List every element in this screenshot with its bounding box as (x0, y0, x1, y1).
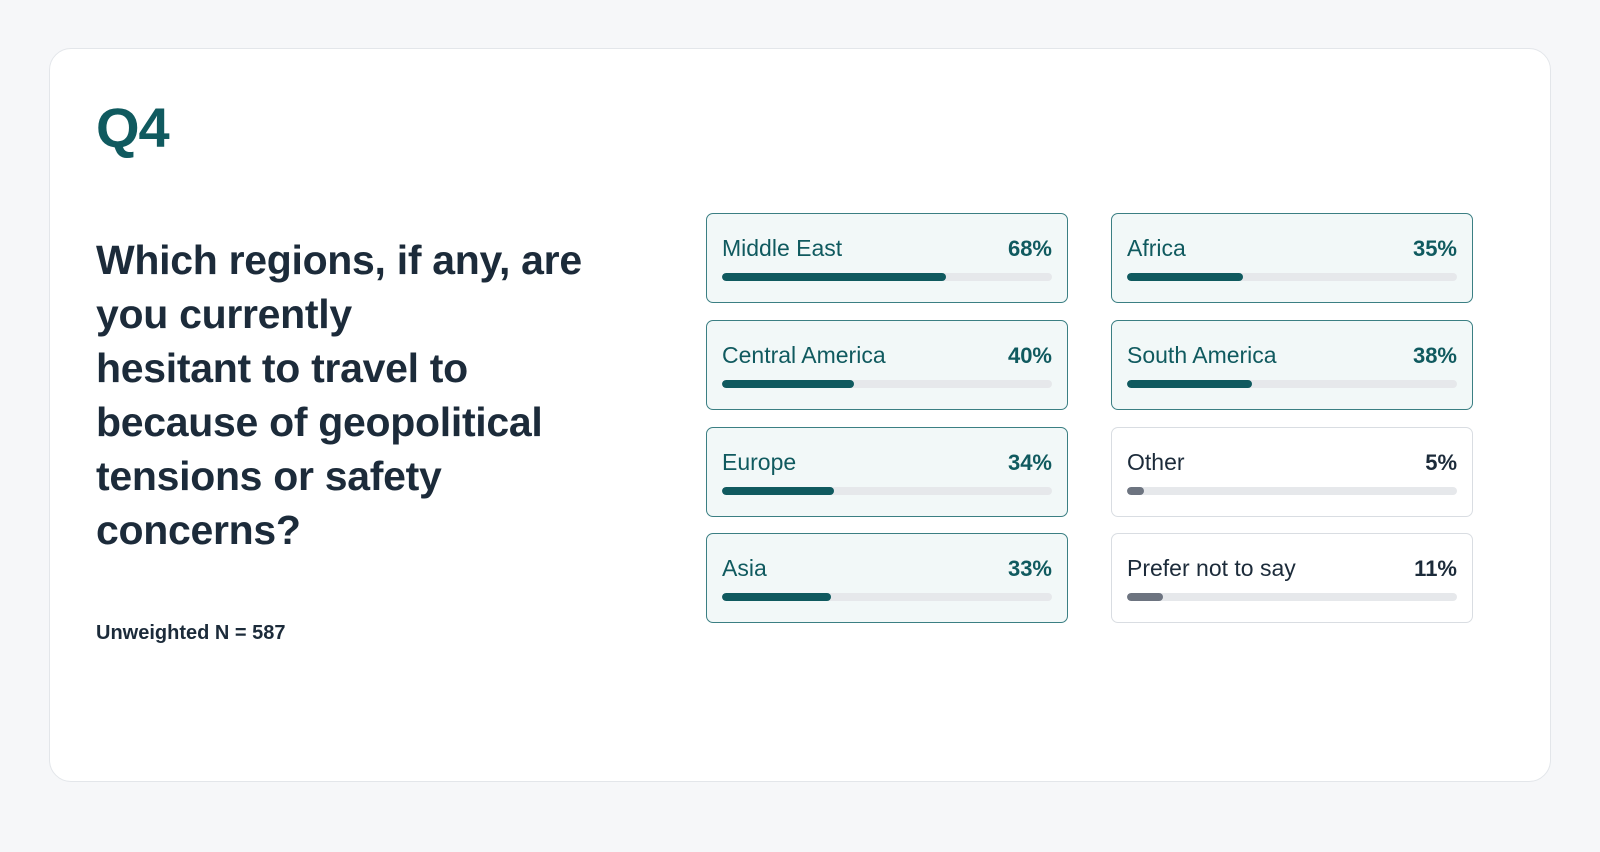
question-line: concerns? (96, 507, 301, 553)
bar-fill (722, 487, 835, 495)
question-line: hesitant to travel to (96, 345, 468, 391)
option-label: Europe (722, 449, 797, 475)
option-label: South America (1127, 342, 1277, 368)
bar-fill (1127, 487, 1144, 495)
question-line: tensions or safety (96, 453, 442, 499)
option-label: Prefer not to say (1127, 555, 1296, 581)
option-percent: 35% (1412, 236, 1457, 261)
bar-fill (1127, 273, 1243, 281)
bar-track (1127, 487, 1457, 495)
option-label: Asia (722, 555, 767, 581)
option-tile: Prefer not to say 11% (1111, 533, 1473, 623)
question-text: Which regions, if any, are you currently… (96, 233, 656, 557)
bar-fill (722, 593, 831, 601)
option-tile: Middle East 68% (706, 213, 1068, 303)
option-tile: South America 38% (1111, 320, 1473, 410)
question-line: because of geopolitical (96, 399, 543, 445)
option-percent: 34% (1007, 450, 1052, 475)
bar-track (1127, 273, 1457, 281)
option-label: Central America (722, 342, 886, 368)
bar-fill (1127, 593, 1164, 601)
option-percent: 11% (1414, 556, 1457, 581)
question-line: Which regions, if any, are (96, 237, 582, 283)
question-card: Q4 Which regions, if any, are you curren… (49, 48, 1551, 782)
bar-track (722, 380, 1052, 388)
option-percent: 38% (1412, 343, 1457, 368)
option-label: Other (1127, 449, 1185, 475)
option-label: Middle East (722, 235, 843, 261)
bar-fill (722, 380, 854, 388)
bar-track (722, 273, 1052, 281)
option-percent: 33% (1007, 556, 1052, 581)
option-percent: 68% (1007, 236, 1052, 261)
option-tile: Africa 35% (1111, 213, 1473, 303)
sample-size-note: Unweighted N = 587 (96, 622, 286, 644)
bar-fill (1127, 380, 1253, 388)
bar-track (1127, 593, 1457, 601)
bar-track (722, 487, 1052, 495)
option-percent: 5% (1425, 450, 1457, 475)
option-tile: Central America 40% (706, 320, 1068, 410)
question-line: you currently (96, 291, 352, 337)
question-number: Q4 (96, 96, 170, 159)
bar-track (1127, 380, 1457, 388)
option-tile: Other 5% (1111, 427, 1473, 517)
option-percent: 40% (1007, 343, 1052, 368)
bar-track (722, 593, 1052, 601)
option-label: Africa (1127, 235, 1186, 261)
option-tile: Asia 33% (706, 533, 1068, 623)
response-options: Middle East 68% Central America 40% Europe 34… (706, 213, 1486, 633)
bar-fill (722, 273, 947, 281)
option-tile: Europe 34% (706, 427, 1068, 517)
